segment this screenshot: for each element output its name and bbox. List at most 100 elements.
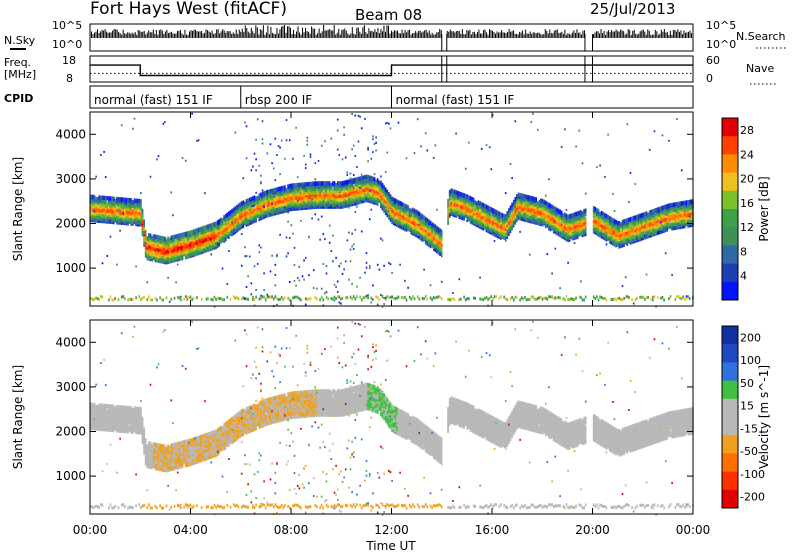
power-cell	[320, 215, 323, 218]
power-cell	[306, 185, 309, 191]
power-cell	[277, 145, 280, 148]
power-cell	[266, 152, 269, 155]
power-cell	[244, 121, 246, 124]
power-cell	[141, 296, 144, 300]
power-cell	[242, 223, 245, 229]
power-cell	[154, 234, 157, 239]
power-cell	[386, 121, 389, 124]
power-cell	[335, 285, 337, 288]
power-cell	[472, 296, 475, 300]
power-cell	[328, 224, 331, 227]
power-cell	[127, 197, 129, 203]
power-cell	[375, 149, 377, 152]
power-cell	[298, 182, 301, 188]
power-cell	[354, 210, 357, 213]
power-cell	[450, 298, 453, 302]
power-cell	[440, 297, 443, 301]
power-cell	[122, 295, 125, 299]
power-cell	[437, 295, 440, 299]
power-cell	[100, 195, 102, 200]
power-cell	[295, 284, 297, 287]
power-cell	[348, 206, 350, 209]
power-cell	[400, 210, 403, 216]
power-cell	[213, 295, 216, 299]
power-cell	[172, 214, 174, 217]
power-cell	[413, 152, 416, 155]
power-cell	[215, 241, 217, 246]
power-cell	[338, 181, 341, 186]
power-cell	[532, 196, 534, 201]
power-cell	[168, 257, 171, 262]
power-cell	[250, 196, 253, 202]
power-cell	[372, 176, 374, 181]
power-cell	[383, 204, 385, 210]
power-cell	[532, 295, 534, 299]
power-cell	[484, 296, 486, 300]
power-cell	[256, 195, 259, 201]
power-cell	[400, 205, 403, 210]
power-cell	[388, 296, 390, 300]
power-cell	[263, 289, 265, 292]
power-cell	[189, 295, 192, 299]
power-cell	[357, 140, 360, 143]
power-cell	[468, 297, 470, 301]
power-cell	[365, 174, 368, 180]
power-cell	[408, 225, 411, 231]
power-cell	[458, 298, 461, 302]
power-cell	[533, 196, 536, 202]
power-cell	[268, 192, 270, 195]
power-cell	[344, 194, 347, 197]
power-cell	[287, 193, 289, 198]
power-cell	[332, 234, 334, 237]
power-cell	[165, 238, 168, 244]
power-cell	[348, 278, 350, 281]
power-cell	[324, 181, 326, 186]
power-cell	[287, 220, 289, 223]
power-cell	[508, 208, 510, 213]
power-cell	[352, 174, 355, 177]
power-cell	[436, 225, 438, 231]
power-cell	[263, 272, 265, 275]
power-cell	[268, 189, 270, 194]
power-cell	[282, 185, 285, 191]
power-cell	[274, 284, 277, 287]
power-cell	[551, 272, 553, 275]
nave-tick-bottom: 0	[706, 72, 713, 85]
power-cell	[565, 208, 568, 211]
power-cell	[292, 206, 294, 211]
power-cell	[554, 296, 557, 300]
power-cell	[173, 296, 176, 300]
power-cell	[194, 229, 197, 232]
power-cell	[413, 297, 416, 301]
power-cell	[351, 283, 353, 286]
power-cell	[351, 297, 353, 301]
power-cell	[383, 303, 385, 306]
power-cell	[460, 191, 462, 197]
power-cell	[216, 220, 219, 225]
power-cell	[554, 247, 557, 250]
power-cell	[180, 232, 182, 238]
power-cell	[391, 196, 393, 201]
power-cell	[108, 298, 110, 302]
power-cell	[327, 297, 329, 301]
power-cell	[389, 263, 392, 266]
power-cell	[380, 237, 382, 240]
power-cell	[280, 193, 283, 196]
power-cell	[140, 198, 142, 204]
power-cell	[488, 206, 491, 211]
power-cell	[352, 295, 355, 299]
power-cell	[232, 295, 235, 299]
power-cell	[231, 220, 233, 223]
power-cell	[149, 233, 152, 238]
power-cell	[199, 227, 201, 232]
power-cell	[428, 219, 430, 224]
power-cell	[274, 295, 277, 299]
power-cell	[247, 214, 249, 219]
power-cell	[167, 236, 169, 241]
power-cell	[148, 254, 150, 259]
power-cell	[282, 189, 285, 194]
power-cell	[136, 198, 139, 204]
power-cell	[504, 297, 507, 301]
power-cell	[290, 183, 293, 189]
power-cell	[221, 267, 224, 270]
